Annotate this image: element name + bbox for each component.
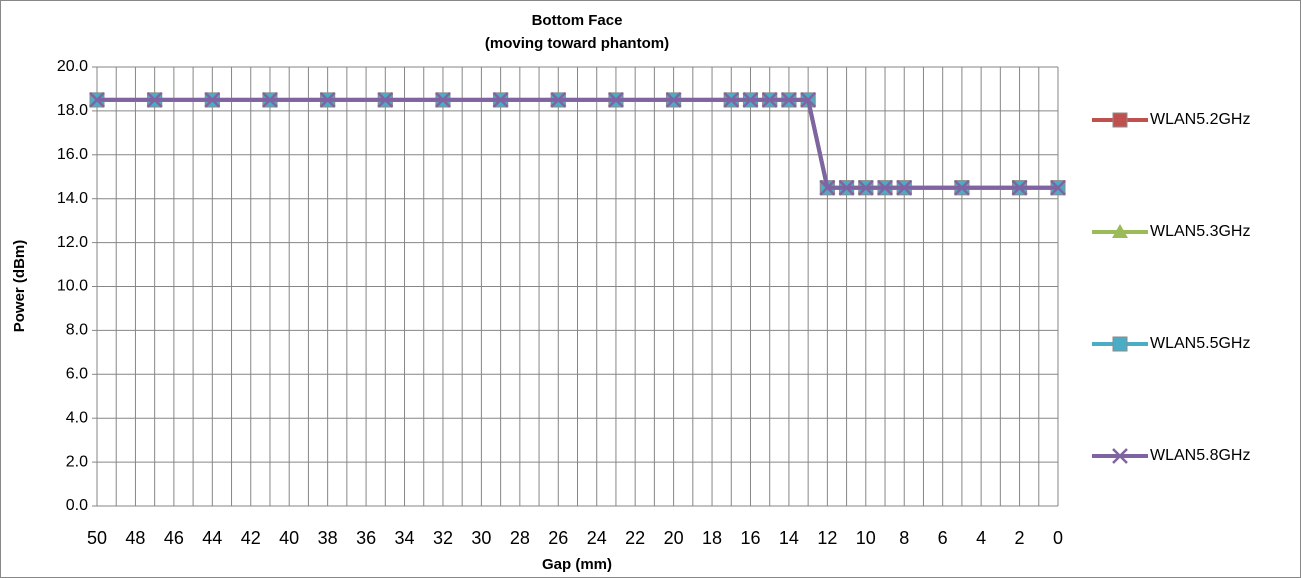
x-tick-label: 28 xyxy=(510,528,530,548)
x-tick-label: 36 xyxy=(356,528,376,548)
x-tick-label: 40 xyxy=(279,528,299,548)
legend-label: WLAN5.2GHz xyxy=(1150,111,1250,128)
y-tick-label: 18.0 xyxy=(57,102,88,119)
x-tick-label: 6 xyxy=(938,528,948,548)
data-point xyxy=(800,92,817,108)
data-point xyxy=(761,92,778,108)
data-point xyxy=(377,92,394,108)
data-point xyxy=(819,179,836,196)
y-tick-label: 12.0 xyxy=(57,234,88,251)
x-tick-label: 46 xyxy=(164,528,184,548)
y-tick-label: 10.0 xyxy=(57,278,88,295)
x-tick-label: 44 xyxy=(202,528,222,548)
x-tick-label: 12 xyxy=(817,528,837,548)
y-tick-label: 6.0 xyxy=(66,366,88,383)
x-tick-label: 10 xyxy=(856,528,876,548)
x-axis-label: Gap (mm) xyxy=(542,556,612,573)
data-point xyxy=(781,92,797,108)
x-tick-label: 0 xyxy=(1053,528,1063,548)
data-point xyxy=(204,92,221,108)
x-tick-label: 8 xyxy=(899,528,909,548)
chart-title: Bottom Face xyxy=(532,12,623,29)
x-tick-label: 50 xyxy=(87,528,107,548)
data-point xyxy=(1050,179,1066,196)
y-tick-label: 0.0 xyxy=(66,497,88,514)
x-tick-label: 48 xyxy=(125,528,145,548)
y-tick-label: 14.0 xyxy=(57,190,88,207)
legend-label: WLAN5.3GHz xyxy=(1150,223,1250,240)
data-point xyxy=(550,92,567,108)
y-tick-label: 20.0 xyxy=(57,58,88,75)
x-tick-label: 20 xyxy=(664,528,684,548)
y-axis-label: Power (dBm) xyxy=(11,240,28,333)
x-tick-label: 4 xyxy=(976,528,986,548)
data-point xyxy=(435,92,451,108)
x-tick-label: 24 xyxy=(587,528,607,548)
x-tick-label: 16 xyxy=(740,528,760,548)
legend-label: WLAN5.5GHz xyxy=(1150,335,1250,352)
data-point xyxy=(608,92,624,108)
data-point xyxy=(877,179,893,196)
x-tick-label: 32 xyxy=(433,528,453,548)
y-tick-label: 2.0 xyxy=(66,453,88,470)
data-point xyxy=(742,92,759,108)
x-tick-label: 22 xyxy=(625,528,645,548)
y-tick-label: 16.0 xyxy=(57,146,88,163)
x-tick-label: 2 xyxy=(1015,528,1025,548)
y-tick-label: 4.0 xyxy=(66,409,88,426)
legend-marker xyxy=(1112,112,1128,128)
data-point xyxy=(896,179,913,196)
data-point xyxy=(492,92,509,108)
x-tick-label: 30 xyxy=(471,528,491,548)
x-tick-label: 34 xyxy=(395,528,415,548)
x-tick-label: 26 xyxy=(548,528,568,548)
series-line xyxy=(97,97,1058,190)
x-tick-label: 38 xyxy=(318,528,338,548)
x-tick-label: 14 xyxy=(779,528,799,548)
data-point xyxy=(857,179,874,196)
data-point xyxy=(146,92,163,108)
data-point xyxy=(262,92,278,108)
data-point xyxy=(89,92,105,108)
legend-label: WLAN5.8GHz xyxy=(1150,447,1250,464)
legend-marker xyxy=(1112,448,1128,464)
y-tick-label: 8.0 xyxy=(66,322,88,339)
x-tick-label: 18 xyxy=(702,528,722,548)
data-point xyxy=(665,92,682,108)
data-point xyxy=(838,179,855,196)
chart-subtitle: (moving toward phantom) xyxy=(485,35,669,52)
data-point xyxy=(1011,179,1028,196)
data-point xyxy=(954,179,970,196)
legend-marker xyxy=(1112,336,1128,352)
data-point xyxy=(723,92,740,108)
legend-marker xyxy=(1112,224,1128,238)
data-point xyxy=(319,92,336,108)
x-tick-label: 42 xyxy=(241,528,261,548)
